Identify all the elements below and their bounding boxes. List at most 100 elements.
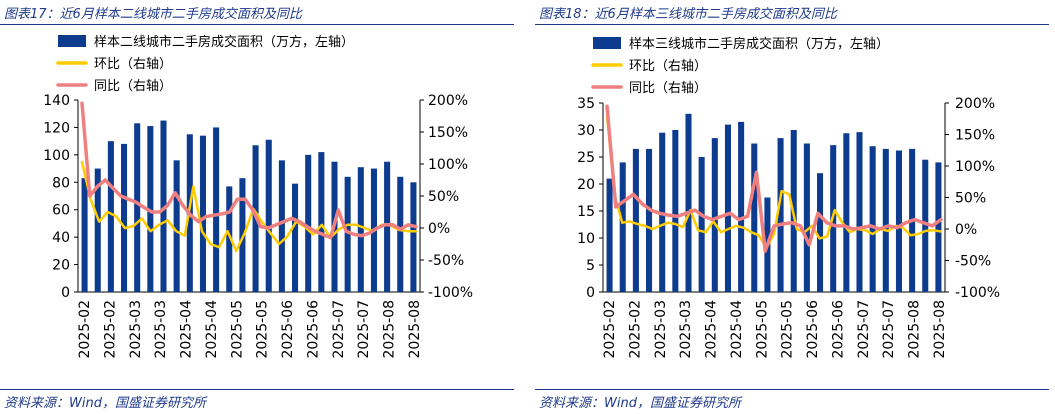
bar (738, 121, 745, 293)
left-tick-label: 20 (52, 258, 70, 274)
x-tick-label: 2025-08 (932, 300, 948, 359)
left-tick-label: 80 (52, 175, 70, 191)
x-tick-label: 2025-07 (356, 300, 372, 359)
bar (173, 160, 180, 292)
x-tick-label: 2025-05 (255, 300, 271, 359)
x-tick-label: 2025-05 (754, 300, 770, 359)
chart-title: 图表17：近6月样本二线城市二手房成交面积及同比 (4, 7, 302, 22)
bar (882, 148, 889, 292)
bar (606, 178, 613, 292)
bar (751, 143, 758, 292)
source-note: 资料来源：Wind，国盛证券研究所 (4, 396, 206, 411)
right-tick-label: -100% (428, 285, 473, 301)
title-rule (535, 24, 1049, 25)
legend-label-mom: 环比（右轴） (629, 59, 707, 74)
x-tick-label: 2025-04 (204, 300, 220, 359)
legend-swatch-bar (593, 37, 621, 49)
left-tick-label: 15 (577, 204, 595, 220)
source-note: 资料来源：Wind，国盛证券研究所 (539, 396, 741, 411)
bar (724, 124, 731, 292)
title-rule (0, 24, 514, 25)
right-tick-label: 100% (955, 159, 995, 175)
bar (305, 154, 312, 292)
bar (226, 186, 233, 292)
bar (384, 161, 391, 292)
right-tick-label: 150% (955, 128, 995, 144)
x-tick-label: 2025-03 (678, 300, 694, 359)
right-tick-label: -50% (955, 254, 991, 270)
x-tick-label: 2025-06 (280, 300, 296, 359)
bar (672, 130, 679, 292)
bar (711, 138, 718, 292)
bar (698, 157, 705, 292)
left-tick-label: 100 (43, 148, 70, 164)
bar (147, 126, 154, 292)
x-tick-label: 2025-06 (305, 300, 321, 359)
legend-label-yoy: 同比（右轴） (94, 79, 172, 94)
bar (646, 148, 653, 292)
x-tick-label: 2025-04 (729, 300, 745, 359)
left-tick-label: 0 (586, 285, 595, 301)
bar (292, 183, 299, 292)
x-tick-label: 2025-03 (153, 300, 169, 359)
right-tick-label: 100% (428, 157, 468, 173)
left-tick-label: 20 (577, 177, 595, 193)
x-tick-label: 2025-07 (881, 300, 897, 359)
x-tick-label: 2025-02 (102, 300, 118, 359)
bar (121, 143, 128, 292)
bar (397, 176, 404, 292)
bar (869, 146, 876, 292)
bar (935, 162, 942, 292)
legend-label-mom: 环比（右轴） (94, 57, 172, 72)
right-tick-label: 150% (428, 125, 468, 141)
left-tick-label: 30 (577, 123, 595, 139)
right-tick-label: -50% (428, 253, 464, 269)
bar (213, 127, 220, 293)
source-rule (535, 389, 1049, 390)
bar (856, 132, 863, 292)
x-tick-label: 2025-07 (856, 300, 872, 359)
bar (843, 133, 850, 292)
left-tick-label: 60 (52, 203, 70, 219)
right-tick-label: 50% (955, 191, 986, 207)
chart-title: 图表18：近6月样本三线城市二手房成交面积及同比 (539, 7, 837, 22)
x-tick-label: 2025-03 (128, 300, 144, 359)
x-tick-label: 2025-02 (627, 300, 643, 359)
legend-swatch-bar (58, 35, 86, 47)
yoy-line (80, 101, 418, 240)
x-tick-label: 2025-05 (229, 300, 245, 359)
chart-panel-right: 图表18：近6月样本三线城市二手房成交面积及同比 0 5 10 15 20 25 30 35 -… (535, 0, 1055, 414)
x-tick-label: 2025-02 (77, 300, 93, 359)
source-rule (0, 389, 514, 390)
x-tick-label: 2025-07 (331, 300, 347, 359)
bar (265, 139, 272, 292)
chart-panel-left: 图表17：近6月样本二线城市二手房成交面积及同比 0 20 40 60 80 100 120… (0, 0, 520, 414)
bar (632, 148, 639, 292)
bar (619, 162, 626, 292)
x-tick-label: 2025-04 (179, 300, 195, 359)
bar (94, 168, 101, 292)
bar (318, 152, 325, 292)
bar (410, 182, 417, 292)
legend-label-yoy: 同比（右轴） (629, 81, 707, 96)
left-tick-label: 40 (52, 230, 70, 246)
bar (160, 120, 167, 292)
left-tick-label: 120 (43, 120, 70, 136)
x-tick-label: 2025-05 (780, 300, 796, 359)
bar (817, 173, 824, 292)
x-tick-label: 2025-04 (704, 300, 720, 359)
x-tick-label: 2025-03 (653, 300, 669, 359)
left-tick-label: 10 (577, 231, 595, 247)
bar (344, 176, 351, 292)
left-tick-label: 25 (577, 150, 595, 166)
legend-label-bar: 样本三线城市二手房成交面积（万方，左轴） (629, 36, 889, 52)
x-tick-label: 2025-08 (907, 300, 923, 359)
x-tick-label: 2025-02 (602, 300, 618, 359)
right-tick-label: 50% (428, 189, 459, 205)
bar (107, 141, 114, 292)
bar (357, 167, 364, 292)
right-tick-label: 0% (428, 221, 450, 237)
x-tick-label: 2025-06 (805, 300, 821, 359)
bar (81, 178, 88, 292)
right-tick-label: 200% (955, 96, 995, 112)
